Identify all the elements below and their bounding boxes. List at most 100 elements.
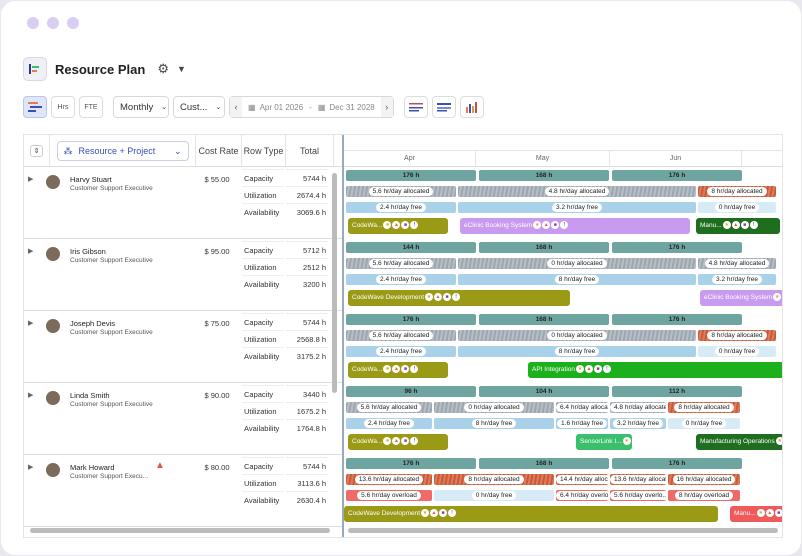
capacity-bar[interactable]: 144 h xyxy=(346,242,476,253)
prev-range-button[interactable]: ‹ xyxy=(230,97,242,117)
left-vertical-scrollbar[interactable] xyxy=(332,173,337,393)
capacity-bar[interactable]: 176 h xyxy=(612,242,742,253)
gantt-view-button[interactable] xyxy=(23,96,47,118)
custom-select[interactable]: Cust... ⌄ xyxy=(173,96,225,118)
capacity-bar[interactable]: 112 h xyxy=(612,386,742,397)
availability-bar[interactable]: 8 hr/day free xyxy=(458,274,696,285)
availability-bar[interactable]: 0 hr/day free xyxy=(698,202,776,213)
availability-bar[interactable]: 3.2 hr/day free xyxy=(610,418,666,429)
hrs-view-button[interactable]: Hrs xyxy=(51,96,75,118)
capacity-bar[interactable]: 176 h xyxy=(346,170,476,181)
collapse-toggle[interactable]: ⇕ xyxy=(24,135,50,167)
expand-icon[interactable]: ▶ xyxy=(28,464,34,471)
availability-bar[interactable]: 0 hr/day free xyxy=(434,490,554,501)
availability-bar[interactable]: 0 hr/day free xyxy=(698,346,776,357)
allocation-bar[interactable]: 6.4 hr/day allocat... xyxy=(556,402,608,413)
minimize-dot[interactable] xyxy=(47,17,59,29)
panel-divider[interactable] xyxy=(342,135,344,537)
left-horizontal-scrollbar[interactable] xyxy=(30,528,330,533)
expand-icon[interactable]: ▶ xyxy=(28,392,34,399)
close-dot[interactable] xyxy=(27,17,39,29)
project-bar[interactable]: CodeWa... ★ ▲ ■! xyxy=(348,362,448,378)
allocation-bar[interactable]: 4.8 hr/day allocated xyxy=(698,258,776,269)
chevron-down-icon[interactable]: ▼ xyxy=(176,64,186,74)
allocation-bar[interactable]: 14.4 hr/day allocat... xyxy=(556,474,608,485)
availability-bar[interactable]: 2.4 hr/day free xyxy=(346,346,456,357)
allocation-bar[interactable]: 5.6 hr/day allocated xyxy=(346,402,432,413)
allocation-bar[interactable]: 8 hr/day allocated xyxy=(434,474,554,485)
group-by-select[interactable]: ⁂ Resource + Project ⌄ xyxy=(56,141,189,161)
resource-row[interactable]: ▶ Iris Gibson Customer Support Executive $ … xyxy=(24,239,342,311)
availability-bar[interactable]: 0 hr/day free xyxy=(668,418,740,429)
availability-bar[interactable]: 6.4 hr/day overlo... xyxy=(556,490,608,501)
availability-bar[interactable]: 8 hr/day free xyxy=(458,346,696,357)
date-to[interactable]: ▦ Dec 31 2028 xyxy=(312,103,381,112)
allocation-bar[interactable]: 0 hr/day allocated xyxy=(458,258,696,269)
project-bar[interactable]: Manu...★▲■! xyxy=(730,506,782,522)
allocation-bar[interactable]: 0 hr/day allocated xyxy=(458,330,696,341)
capacity-bar[interactable]: 168 h xyxy=(479,314,609,325)
project-bar[interactable]: API Integration ★ ▲ ■! xyxy=(528,362,782,378)
gear-icon[interactable]: ⚙ xyxy=(157,61,169,76)
project-bar[interactable]: CodeWa... ★ ▲ ■! xyxy=(348,434,448,450)
row-settings-button[interactable] xyxy=(403,96,428,118)
allocation-bar[interactable]: 0 hr/day allocated xyxy=(434,402,554,413)
resource-row[interactable]: ▶ Joseph Devis Customer Support Executive $… xyxy=(24,311,342,383)
fte-view-button[interactable]: FTE xyxy=(79,96,103,118)
expand-icon[interactable]: ▶ xyxy=(28,248,34,255)
availability-bar[interactable]: 1.6 hr/day free xyxy=(556,418,608,429)
capacity-bar[interactable]: 168 h xyxy=(479,242,609,253)
resource-name[interactable]: Linda Smith xyxy=(70,391,110,400)
allocation-bar[interactable]: 8 hr/day allocated xyxy=(698,186,776,197)
project-bar[interactable]: Manufacturing Operations★▲■! xyxy=(696,434,782,450)
project-bar[interactable]: CodeWa... ★ ▲ ■! xyxy=(348,218,448,234)
allocation-bar[interactable]: 5.6 hr/day allocated xyxy=(346,330,456,341)
col-cost-rate[interactable]: Cost Rate xyxy=(196,135,242,167)
allocation-bar[interactable]: 4.8 hr/day allocated xyxy=(610,402,666,413)
capacity-bar[interactable]: 176 h xyxy=(612,458,742,469)
period-select[interactable]: Monthly ⌄ xyxy=(113,96,169,118)
capacity-bar[interactable]: 104 h xyxy=(479,386,609,397)
allocation-bar[interactable]: 13.6 hr/day allocated xyxy=(346,474,432,485)
allocation-bar[interactable]: 5.6 hr/day allocated xyxy=(346,258,456,269)
capacity-bar[interactable]: 176 h xyxy=(612,170,742,181)
project-bar[interactable]: CodeWave Development ★ ▲ ■! xyxy=(348,290,570,306)
resource-row[interactable]: ▶ Harvy Stuart Customer Support Executive $… xyxy=(24,167,342,239)
resource-name[interactable]: Harvy Stuart xyxy=(70,175,112,184)
availability-bar[interactable]: 8 hr/day free xyxy=(434,418,554,429)
allocation-bar[interactable]: 13.6 hr/day allocat... xyxy=(610,474,666,485)
availability-bar[interactable]: 3.2 hr/day free xyxy=(698,274,776,285)
resource-row[interactable]: ▶ Linda Smith Customer Support Executive $ … xyxy=(24,383,342,455)
resource-name[interactable]: Iris Gibson xyxy=(70,247,106,256)
capacity-bar[interactable]: 176 h xyxy=(346,458,476,469)
next-range-button[interactable]: › xyxy=(380,97,393,117)
availability-bar[interactable]: 2.4 hr/day free xyxy=(346,274,456,285)
allocation-bar[interactable]: 4.8 hr/day allocated xyxy=(458,186,696,197)
column-settings-button[interactable] xyxy=(431,96,456,118)
availability-bar[interactable]: 2.4 hr/day free xyxy=(346,202,456,213)
capacity-bar[interactable]: 96 h xyxy=(346,386,476,397)
allocation-bar[interactable]: 8 hr/day allocated xyxy=(668,402,740,413)
resource-row[interactable]: ▶ Mark Howard Customer Support Execu... ▲ $ … xyxy=(24,455,342,527)
allocation-bar[interactable]: 5.6 hr/day allocated xyxy=(346,186,456,197)
project-bar[interactable]: CodeWave Development ★ ▲ ■! xyxy=(344,506,718,522)
timeline-horizontal-scrollbar[interactable] xyxy=(348,528,778,533)
col-total[interactable]: Total xyxy=(286,135,334,167)
resource-name[interactable]: Mark Howard xyxy=(70,463,115,472)
project-bar[interactable]: SensorLink I...★▲■! xyxy=(576,434,632,450)
capacity-bar[interactable]: 168 h xyxy=(479,170,609,181)
allocation-bar[interactable]: 16 hr/day allocated xyxy=(668,474,740,485)
availability-bar[interactable]: 5.6 hr/day overload xyxy=(346,490,432,501)
project-bar[interactable]: eClinic Booking System★▲■! xyxy=(460,218,690,234)
capacity-bar[interactable]: 168 h xyxy=(479,458,609,469)
availability-bar[interactable]: 5.6 hr/day overlo... xyxy=(610,490,666,501)
maximize-dot[interactable] xyxy=(67,17,79,29)
date-from[interactable]: ▦ Apr 01 2026 xyxy=(242,103,309,112)
expand-icon[interactable]: ▶ xyxy=(28,176,34,183)
availability-bar[interactable]: 3.2 hr/day free xyxy=(458,202,696,213)
allocation-bar[interactable]: 8 hr/day allocated xyxy=(698,330,776,341)
capacity-bar[interactable]: 176 h xyxy=(612,314,742,325)
expand-icon[interactable]: ▶ xyxy=(28,320,34,327)
project-bar[interactable]: eClinic Booking System★▲■! xyxy=(700,290,782,306)
availability-bar[interactable]: 8 hr/day overload xyxy=(668,490,740,501)
